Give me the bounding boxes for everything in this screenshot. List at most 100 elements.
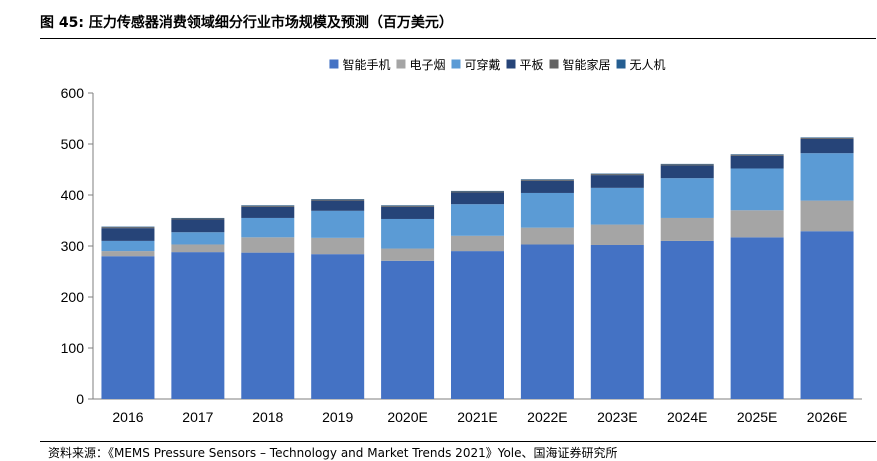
- bar-segment: [381, 205, 435, 206]
- bar-segment: [800, 137, 854, 139]
- bar-segment: [241, 217, 295, 238]
- bar-segment: [660, 178, 714, 218]
- bar-segment: [311, 237, 365, 255]
- x-tick-label: 2023E: [597, 409, 637, 425]
- source-note: 资料来源：《MEMS Pressure Sensors – Technology…: [48, 446, 618, 460]
- bar-segment: [451, 192, 504, 205]
- source-divider: [40, 441, 876, 442]
- bar-segment: [241, 205, 295, 207]
- bar-segment: [730, 154, 784, 155]
- bar-segment: [101, 226, 155, 228]
- x-tick-label: 2020E: [387, 409, 427, 425]
- x-tick-label: 2021E: [457, 409, 497, 425]
- legend-label: 智能家居: [563, 57, 611, 72]
- legend-swatch: [451, 59, 461, 69]
- bar-segment: [800, 153, 854, 201]
- x-tick-label: 2025E: [737, 409, 777, 425]
- bar-segment: [381, 206, 435, 219]
- figure-title: 图 45: 压力传感器消费领域细分行业市场规模及预测（百万美元）: [40, 15, 453, 31]
- bar-segment: [241, 237, 295, 253]
- bar-segment: [730, 168, 784, 211]
- bar-segment: [800, 137, 854, 138]
- bar-segment: [590, 175, 644, 188]
- x-tick-label: 2017: [182, 409, 213, 425]
- y-tick-label: 200: [61, 289, 85, 305]
- bar-segment: [311, 254, 365, 399]
- legend-label: 可穿戴: [464, 57, 500, 72]
- title-divider: [40, 38, 876, 39]
- bar-segment: [730, 210, 784, 238]
- legend-swatch: [506, 59, 516, 69]
- bar-segment: [451, 251, 504, 399]
- y-tick-label: 300: [61, 238, 85, 254]
- x-tick-label: 2018: [252, 409, 283, 425]
- bar-segment: [520, 244, 574, 399]
- bar-segment: [660, 164, 714, 166]
- legend-label: 无人机: [630, 58, 666, 72]
- legend-swatch: [616, 59, 626, 69]
- bar-segment: [381, 248, 435, 261]
- bar-segment: [520, 179, 574, 180]
- y-tick-label: 600: [61, 85, 85, 101]
- legend-swatch: [396, 59, 406, 69]
- x-tick-label: 2026E: [807, 409, 847, 425]
- bar-segment: [660, 165, 714, 179]
- bar-segment: [590, 224, 644, 245]
- bar-segment: [171, 252, 225, 399]
- y-tick-label: 0: [76, 391, 84, 407]
- y-tick-label: 100: [61, 340, 85, 356]
- stacked-bar-chart: 智能手机 电子烟 可穿戴 平板 智能家居 无人机 0100200300400500600 …: [61, 57, 862, 425]
- bar-segment: [101, 227, 155, 229]
- bar-segment: [311, 199, 365, 200]
- bar-segment: [800, 138, 854, 154]
- bar-segment: [101, 256, 155, 399]
- x-axis: 2016 2017 2018 2019 2020E 2021E 2022E 2023E 2024…: [93, 398, 862, 425]
- bar-segment: [451, 190, 504, 192]
- bar-segment: [171, 219, 225, 233]
- y-tick-label: 500: [61, 136, 85, 152]
- bar-segment: [520, 180, 574, 193]
- bar-segment: [800, 200, 854, 232]
- bar-segment: [660, 240, 714, 399]
- bar-segment: [590, 187, 644, 225]
- bar-segment: [311, 210, 365, 238]
- bar-segment: [520, 227, 574, 245]
- bar-segment: [660, 217, 714, 241]
- bar-segment: [590, 173, 644, 175]
- bar-segment: [520, 179, 574, 181]
- bar-segment: [381, 205, 435, 207]
- bar-segment: [241, 205, 295, 206]
- bar-segment: [730, 154, 784, 156]
- bar-segment: [520, 192, 574, 228]
- bar-segment: [101, 228, 155, 241]
- chart-legend: 智能手机 电子烟 可穿戴 平板 智能家居 无人机: [329, 57, 666, 72]
- legend-label: 智能手机: [342, 57, 390, 72]
- bar-segment: [381, 260, 435, 399]
- bar-segment: [171, 244, 225, 253]
- x-tick-label: 2024E: [667, 409, 707, 425]
- bar-segment: [171, 217, 225, 219]
- bar-segment: [800, 231, 854, 399]
- bar-segment: [381, 218, 435, 249]
- x-tick-label: 2019: [322, 409, 353, 425]
- bar-segment: [590, 244, 644, 399]
- legend-swatch: [549, 59, 559, 69]
- bar-segment: [730, 155, 784, 169]
- bar-segment: [451, 191, 504, 193]
- bar-segment: [241, 206, 295, 218]
- legend-swatch: [329, 59, 339, 69]
- bar-segment: [451, 235, 504, 252]
- bar-series-group: [101, 137, 854, 399]
- bar-segment: [590, 174, 644, 176]
- bar-segment: [101, 240, 155, 252]
- bar-segment: [660, 163, 714, 165]
- bar-segment: [171, 232, 225, 245]
- x-tick-label: 2016: [112, 409, 143, 425]
- bar-segment: [241, 252, 295, 399]
- bar-segment: [311, 199, 365, 201]
- y-axis: 0 100 200 300 400 500 600: [61, 85, 94, 407]
- x-tick-label: 2022E: [527, 409, 567, 425]
- bar-segment: [171, 218, 225, 220]
- bar-segment: [730, 237, 784, 399]
- bar-segment: [311, 200, 365, 211]
